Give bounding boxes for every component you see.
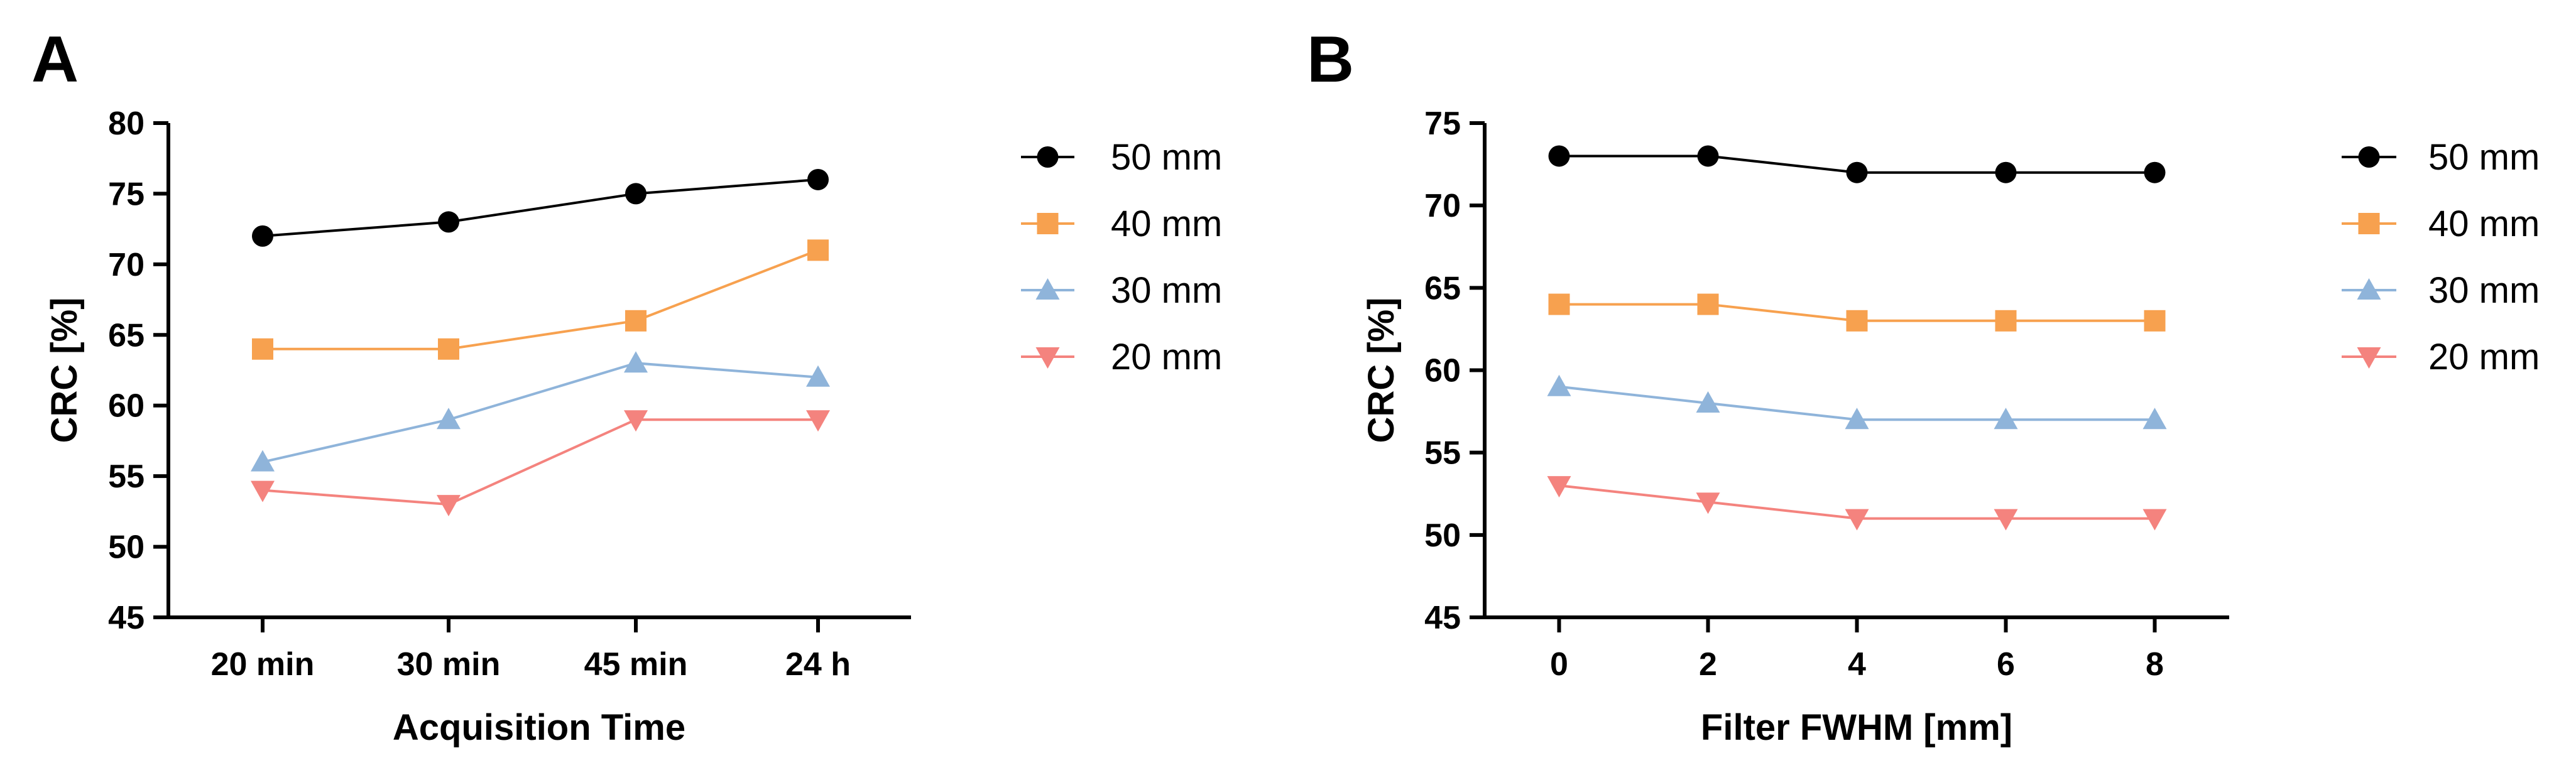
series-line-40-mm xyxy=(263,249,819,350)
data-point xyxy=(1548,293,1570,315)
panel-label: B xyxy=(1307,23,1354,96)
data-point xyxy=(1845,408,1869,430)
panel-b: B 45 50 55 60 65 70 75 0 2 4 6 8 Filter FWHM [mm] CRC … xyxy=(1307,23,2540,748)
legend-marker xyxy=(2357,278,2381,300)
data-point xyxy=(438,338,459,360)
data-point xyxy=(251,480,275,502)
y-tick-label: 65 xyxy=(1424,270,1461,306)
y-tick-label: 45 xyxy=(1424,600,1461,636)
series-line-50-mm xyxy=(262,178,819,237)
data-point xyxy=(1548,145,1570,167)
legend-marker xyxy=(2358,146,2380,168)
y-tick-label: 75 xyxy=(1424,106,1461,142)
y-tick-label: 55 xyxy=(1424,435,1461,472)
data-point xyxy=(2144,310,2166,332)
data-point xyxy=(1845,509,1869,531)
legend-label: 30 mm xyxy=(1111,270,1222,311)
data-point xyxy=(2142,509,2167,531)
panel-a: A 45 50 55 60 65 70 75 80 20 min 30 min 45 min 24 h A… xyxy=(31,23,1222,748)
data-point xyxy=(437,495,461,517)
data-point xyxy=(625,183,647,205)
series-line-30-mm xyxy=(262,362,819,463)
data-point xyxy=(1995,310,2017,332)
y-tick-label: 75 xyxy=(108,176,145,212)
data-point xyxy=(252,338,273,360)
y-axis-title: CRC [%] xyxy=(1361,298,1402,443)
legend-marker xyxy=(1037,146,1059,168)
data-point xyxy=(1995,161,2017,183)
legend-label: 40 mm xyxy=(2428,203,2540,244)
x-tick-label: 4 xyxy=(1848,646,1866,683)
x-tick-label: 20 min xyxy=(211,646,315,683)
y-tick-label: 60 xyxy=(108,388,145,425)
legend-label: 50 mm xyxy=(1111,137,1222,178)
y-tick-label: 55 xyxy=(108,458,145,495)
y-tick-label: 70 xyxy=(1424,188,1461,224)
x-tick-label: 24 h xyxy=(785,646,851,683)
data-point xyxy=(2142,408,2167,430)
legend-label: 20 mm xyxy=(1111,337,1222,377)
y-axis-title: CRC [%] xyxy=(44,298,85,443)
data-point xyxy=(806,410,830,432)
y-tick-label: 60 xyxy=(1424,353,1461,389)
panel-label: A xyxy=(31,23,79,96)
data-point xyxy=(807,168,829,190)
data-point xyxy=(1697,145,1719,167)
series-line-20-mm xyxy=(262,418,818,506)
x-tick-label: 2 xyxy=(1699,646,1717,683)
data-point xyxy=(1697,293,1719,315)
x-tick-label: 8 xyxy=(2146,646,2164,683)
y-tick-label: 70 xyxy=(108,247,145,283)
data-point xyxy=(1547,374,1571,396)
x-tick-label: 6 xyxy=(1997,646,2015,683)
x-tick-label: 0 xyxy=(1550,646,1568,683)
legend-label: 40 mm xyxy=(1111,203,1222,244)
legend-marker xyxy=(2358,213,2380,234)
data-point xyxy=(625,310,647,332)
data-point xyxy=(624,351,648,373)
y-tick-label: 50 xyxy=(108,529,145,566)
data-point xyxy=(1696,492,1720,514)
data-point xyxy=(807,239,829,261)
x-axis-title: Acquisition Time xyxy=(393,707,685,748)
x-axis-title: Filter FWHM [mm] xyxy=(1701,707,2012,748)
data-point xyxy=(438,211,459,233)
data-point xyxy=(2144,161,2166,183)
data-point xyxy=(1846,310,1868,332)
data-point xyxy=(624,410,648,432)
legend-marker xyxy=(1035,278,1060,300)
data-point xyxy=(437,408,461,430)
data-point xyxy=(1696,391,1720,413)
y-tick-label: 45 xyxy=(108,600,145,636)
data-point xyxy=(252,225,273,247)
y-tick-label: 80 xyxy=(108,106,145,142)
y-tick-label: 65 xyxy=(108,317,145,354)
x-tick-label: 45 min xyxy=(584,646,688,683)
data-point xyxy=(806,365,830,387)
legend-label: 50 mm xyxy=(2428,137,2540,178)
legend-marker xyxy=(2357,347,2381,369)
data-point xyxy=(1994,509,2018,531)
data-point xyxy=(251,450,275,472)
legend-label: 20 mm xyxy=(2428,337,2540,377)
y-tick-label: 50 xyxy=(1424,517,1461,554)
x-tick-label: 30 min xyxy=(397,646,501,683)
data-point xyxy=(1994,408,2018,430)
legend-label: 30 mm xyxy=(2428,270,2540,311)
data-point xyxy=(1547,476,1571,498)
legend-marker xyxy=(1037,213,1059,234)
legend-marker xyxy=(1035,347,1060,369)
data-point xyxy=(1846,161,1868,183)
